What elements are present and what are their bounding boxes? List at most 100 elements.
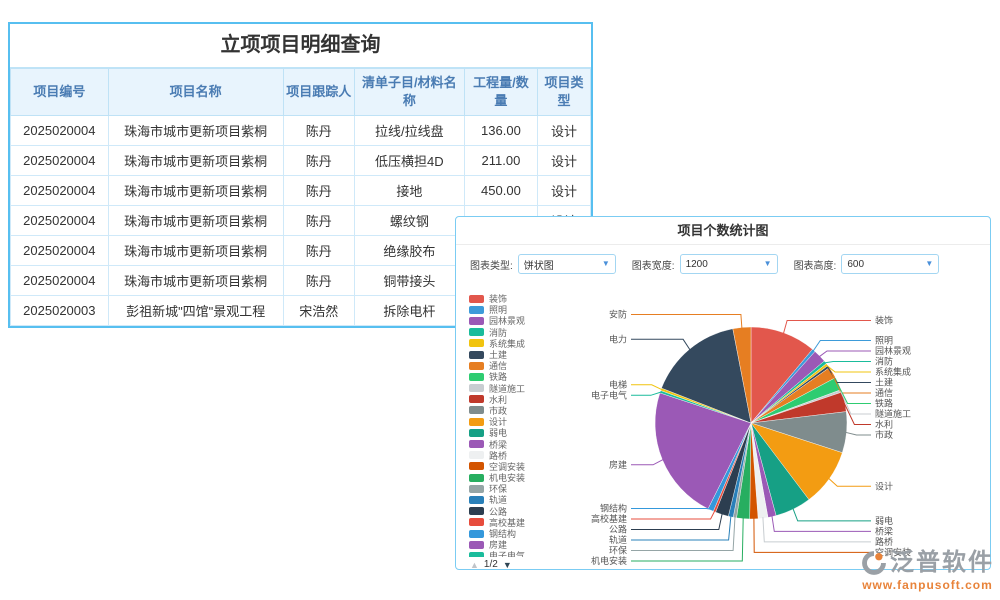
item-name-cell: 拆除电杆 (353, 295, 465, 326)
legend-label: 隧道施工 (489, 383, 526, 394)
legend-label: 电子电气 (489, 551, 526, 557)
pie-label-leader (631, 508, 712, 510)
legend-swatch (469, 451, 484, 460)
legend-item[interactable]: 铁路 (469, 371, 581, 382)
chart-height-label: 图表高度: (793, 260, 837, 272)
pie-label-leader (631, 314, 743, 329)
project-code-cell[interactable]: 2025020004 (10, 265, 109, 296)
pie-label-leader (631, 384, 663, 391)
project-name-cell[interactable]: 珠海市城市更新项目紫桐 (107, 205, 284, 236)
pie-label-leader (837, 383, 871, 404)
project-code-cell[interactable]: 2025020004 (10, 205, 109, 236)
type-cell: 设计 (537, 175, 591, 206)
fanpu-logo-icon (862, 551, 886, 575)
project-code-cell[interactable]: 2025020004 (10, 145, 109, 176)
legend-item[interactable]: 轨道 (469, 494, 581, 505)
legend-item[interactable]: 机电安装 (469, 472, 581, 483)
pie-slice-label: 装饰 (875, 315, 893, 326)
project-name-cell[interactable]: 珠海市城市更新项目紫桐 (107, 235, 284, 266)
watermark-brand: 泛普软件 (890, 549, 994, 576)
legend-item[interactable]: 水利 (469, 394, 581, 405)
chart-type-select[interactable]: 饼状图 ▼ (517, 254, 616, 274)
pie-slice-label: 空调安装 (875, 546, 911, 557)
table-row: 2025020004 珠海市城市更新项目紫桐 陈丹 接地 450.00 设计 (10, 175, 591, 206)
pie-slice-label: 铁路 (875, 398, 893, 409)
project-code-cell[interactable]: 2025020004 (10, 175, 109, 206)
legend-item[interactable]: 市政 (469, 405, 581, 416)
legend-item[interactable]: 土建 (469, 349, 581, 360)
legend-item[interactable]: 路桥 (469, 450, 581, 461)
item-name-cell: 绝缘胶布 (353, 235, 465, 266)
chart-width-select[interactable]: 1200 ▼ (679, 254, 778, 274)
project-name-cell[interactable]: 珠海市城市更新项目紫桐 (107, 175, 284, 206)
legend-swatch (469, 395, 484, 404)
tracker-cell: 陈丹 (282, 235, 355, 266)
pie-chart[interactable]: 装饰照明园林景观消防系统集成土建通信铁路隧道施工水利市政设计弱电桥梁路桥空调安装… (456, 217, 990, 569)
legend-item[interactable]: 系统集成 (469, 338, 581, 349)
tracker-cell: 陈丹 (282, 145, 355, 176)
pie-slice-label: 桥梁 (875, 525, 893, 536)
legend-item[interactable]: 环保 (469, 483, 581, 494)
legend-item[interactable]: 隧道施工 (469, 383, 581, 394)
chart-height-select[interactable]: 600 ▼ (841, 254, 940, 274)
project-name-cell[interactable]: 珠海市城市更新项目紫桐 (107, 115, 284, 146)
project-code-cell[interactable]: 2025020004 (10, 115, 109, 146)
pie-label-leader (845, 431, 871, 436)
table-row: 2025020004 珠海市城市更新项目紫桐 陈丹 绝缘胶布 (10, 235, 591, 266)
legend-item[interactable]: 钢结构 (469, 528, 581, 539)
legend-label: 系统集成 (489, 338, 526, 349)
type-cell: 设计 (537, 145, 591, 176)
legend-label: 照明 (489, 305, 508, 316)
legend-item[interactable]: 照明 (469, 304, 581, 315)
pie-label-leader (762, 517, 871, 543)
project-code-cell[interactable]: 2025020003 (10, 295, 109, 326)
legend-label: 公路 (489, 506, 508, 517)
pie-slice-label: 轨道 (609, 534, 627, 545)
item-name-cell: 拉线/拉线盘 (353, 115, 465, 146)
legend-page-up-icon[interactable]: ▲ (470, 559, 479, 570)
chart-controls: 图表类型: 饼状图 ▼ 图表宽度: 1200 ▼ 图表高度: 600 ▼ (456, 245, 990, 274)
chart-legend: 装饰 照明 园林景观 消防 系统集成 土建 通信 铁路 隧道施工 水利 市政 设计 弱电 桥梁 路桥 空调安装… (469, 293, 581, 557)
legend-pager: ▲ 1/2 ▼ (470, 559, 512, 570)
pie-label-leader (818, 350, 871, 358)
legend-page-down-icon[interactable]: ▼ (502, 559, 512, 570)
legend-item[interactable]: 房建 (469, 539, 581, 550)
project-name-cell[interactable]: 彭祖新城"四馆"景观工程 (107, 295, 284, 326)
legend-item[interactable]: 公路 (469, 506, 581, 517)
legend-item[interactable]: 消防 (469, 327, 581, 338)
pie-slice-label: 系统集成 (875, 366, 911, 377)
column-header: 清单子目/材料名称 (353, 68, 465, 116)
column-header: 项目类型 (537, 68, 591, 116)
legend-label: 空调安装 (489, 461, 526, 472)
pie-label-leader (631, 338, 691, 351)
legend-item[interactable]: 装饰 (469, 293, 581, 304)
legend-item[interactable]: 桥梁 (469, 438, 581, 450)
legend-item[interactable]: 设计 (469, 416, 581, 427)
chart-type-label: 图表类型: (470, 260, 513, 272)
pie-label-leader (631, 391, 662, 396)
legend-item[interactable]: 通信 (469, 360, 581, 371)
legend-item[interactable]: 高校基建 (469, 517, 581, 528)
legend-label: 轨道 (489, 495, 508, 506)
legend-swatch (469, 473, 484, 482)
legend-item[interactable]: 电子电气 (469, 550, 581, 557)
project-name-cell[interactable]: 珠海市城市更新项目紫桐 (107, 145, 284, 176)
legend-swatch (469, 350, 484, 359)
legend-item[interactable]: 园林景观 (469, 315, 581, 326)
legend-swatch (469, 294, 484, 303)
chart-type-control: 图表类型: 饼状图 ▼ (470, 254, 616, 274)
legend-swatch (469, 484, 484, 493)
pie-label-leader (826, 364, 871, 373)
legend-item[interactable]: 空调安装 (469, 461, 581, 472)
pie-slice-label: 消防 (875, 356, 893, 367)
project-code-cell[interactable]: 2025020004 (10, 235, 109, 266)
legend-item[interactable]: 弱电 (469, 427, 581, 438)
pie-label-leader (782, 320, 871, 334)
legend-label: 设计 (489, 417, 508, 428)
chevron-down-icon: ▼ (763, 259, 772, 268)
pie-label-leader (827, 366, 871, 383)
column-header: 项目名称 (107, 68, 284, 116)
legend-swatch (469, 406, 484, 415)
chart-height-value: 600 (847, 258, 865, 270)
project-name-cell[interactable]: 珠海市城市更新项目紫桐 (107, 265, 284, 296)
